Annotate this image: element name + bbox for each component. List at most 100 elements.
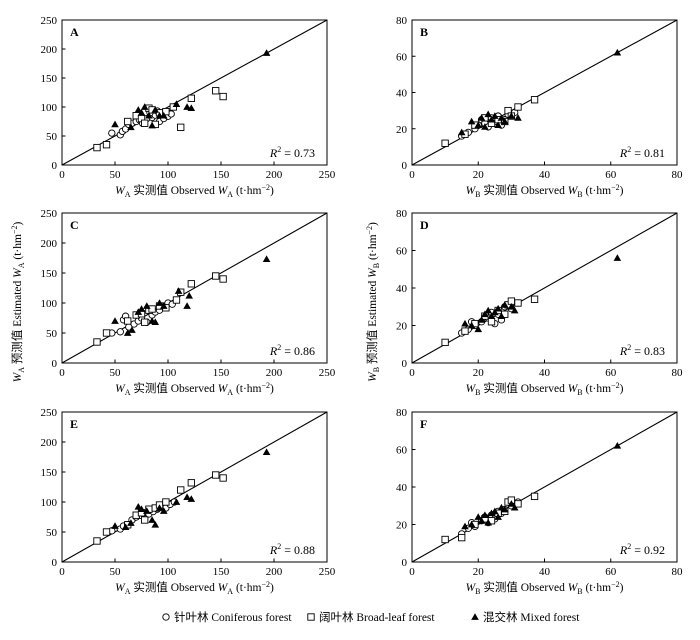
point-triangle <box>185 292 193 299</box>
point-square <box>162 498 170 506</box>
square-icon <box>307 613 315 621</box>
point-square <box>514 500 522 508</box>
point-triangle <box>514 114 522 121</box>
y-tick-label: 50 <box>46 131 58 143</box>
y-tick-label: 250 <box>41 407 58 419</box>
point-square <box>162 107 170 116</box>
x-axis-label: WB 实测值 Observed WB (t·hm−2) <box>466 580 624 596</box>
panel-letter: F <box>420 417 427 431</box>
y-tick-label: 100 <box>41 298 58 310</box>
y-tick-label: 0 <box>52 557 58 569</box>
y-tick-label: 200 <box>41 44 58 56</box>
x-axis-label: WA 实测值 Observed WA (t·hm−2) <box>115 381 274 397</box>
point-triangle <box>155 504 164 511</box>
x-tick-label: 40 <box>539 367 551 379</box>
y-tick-label: 40 <box>396 482 408 494</box>
point-triangle <box>484 110 492 118</box>
point-triangle <box>500 301 509 308</box>
panel-e: 0 50 100 150 200 250 0 50 100 150 200 250 E R2 = 0.88… <box>41 407 336 596</box>
y-tick-label: 60 <box>396 445 408 457</box>
x-tick-label: 200 <box>266 566 283 578</box>
point-triangle <box>111 522 119 529</box>
one-to-one-line <box>411 212 678 364</box>
x-tick-label: 20 <box>473 169 485 181</box>
x-tick-label: 40 <box>539 566 551 578</box>
point-triangle <box>172 100 181 107</box>
point-square <box>177 486 185 494</box>
point-square <box>187 94 195 102</box>
point-square <box>124 317 132 325</box>
panel-letter: C <box>70 218 79 232</box>
x-tick-label: 40 <box>539 169 551 181</box>
point-square <box>141 516 149 524</box>
point-triangle <box>148 121 156 129</box>
y-tick-label: 200 <box>41 437 58 449</box>
point-triangle <box>507 112 516 119</box>
point-triangle <box>159 507 168 514</box>
point-triangle <box>491 112 499 119</box>
point-triangle <box>481 123 489 130</box>
y-tick-label: 50 <box>46 328 58 340</box>
r-squared-label: R2 = 0.83 <box>619 343 665 358</box>
r-squared-label: R2 = 0.81 <box>619 145 665 160</box>
y-tick-label: 80 <box>396 407 408 419</box>
point-triangle <box>145 111 153 119</box>
y-tick-label: 0 <box>52 160 58 172</box>
one-to-one-line <box>411 19 678 166</box>
legend: 针叶林 Coniferous forest 阔叶林 Broad-leaf fore… <box>162 610 580 624</box>
panel-c: 0 50 100 150 200 250 0 50 100 150 200 250 C R2 = 0.86… <box>41 208 336 397</box>
point-square <box>514 299 522 307</box>
point-triangle <box>183 103 191 110</box>
point-triangle <box>467 321 476 329</box>
point-square <box>187 479 195 487</box>
x-tick-label: 200 <box>266 367 283 379</box>
r-squared-label: R2 = 0.73 <box>269 145 315 160</box>
panel-a: 0 50 100 150 200 250 0 50 100 150 200 250 A R2 = 0.73… <box>41 15 336 199</box>
y-tick-label: 20 <box>396 124 408 136</box>
x-tick-label: 20 <box>473 566 485 578</box>
x-tick-label: 20 <box>473 367 485 379</box>
y-tick-label: 60 <box>396 51 408 63</box>
point-triangle <box>457 128 466 136</box>
point-triangle <box>187 495 196 502</box>
x-tick-label: 150 <box>213 169 230 181</box>
point-square <box>212 87 220 95</box>
plot-frame <box>61 411 328 563</box>
y-tick-label: 150 <box>41 268 58 280</box>
x-tick-label: 80 <box>672 169 684 181</box>
y-tick-label: 150 <box>41 467 58 479</box>
point-square <box>441 338 449 347</box>
point-square <box>461 327 469 335</box>
y-tick-label: 0 <box>52 358 58 370</box>
plot-frame <box>61 212 328 364</box>
point-triangle <box>174 287 183 294</box>
x-tick-label: 50 <box>110 169 122 181</box>
x-tick-label: 60 <box>605 169 617 181</box>
point-triangle <box>134 106 143 113</box>
x-tick-label: 60 <box>605 566 617 578</box>
point-triangle <box>137 305 146 312</box>
point-triangle <box>467 520 476 528</box>
plot-frame <box>61 19 328 166</box>
panel-b: 0 20 40 60 80 0 20 40 60 80 B R2 = 0.81 WB 实测值 Obser… <box>396 15 683 199</box>
point-triangle <box>137 109 146 116</box>
y-tick-label: 100 <box>41 497 58 509</box>
point-triangle <box>494 513 502 520</box>
point-square <box>93 143 101 152</box>
point-triangle <box>159 111 168 119</box>
point-triangle <box>474 325 483 333</box>
panel-letter: E <box>70 417 78 431</box>
r-squared-label: R2 = 0.86 <box>269 343 315 358</box>
point-triangle <box>137 505 146 513</box>
point-triangle <box>151 521 160 528</box>
point-triangle <box>497 312 506 319</box>
point-triangle <box>613 441 622 449</box>
point-square <box>172 296 181 304</box>
point-circle <box>116 328 124 336</box>
point-triangle <box>474 121 483 128</box>
x-axis-label: WB 实测值 Observed WB (t·hm−2) <box>466 183 624 199</box>
point-triangle <box>477 516 486 524</box>
point-square <box>124 117 132 126</box>
